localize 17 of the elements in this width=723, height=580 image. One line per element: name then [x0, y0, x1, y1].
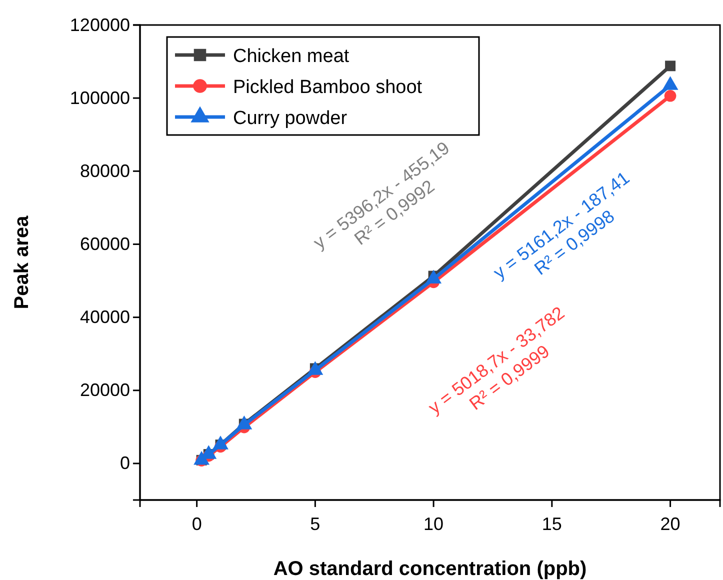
x-tick-label: 15 [542, 514, 562, 534]
y-tick-label: 0 [120, 453, 130, 474]
x-tick-label: 5 [310, 514, 320, 534]
y-tick-label: 60000 [80, 234, 130, 254]
y-axis-title: Peak area [11, 214, 33, 310]
y-tick-label: 80000 [80, 160, 130, 181]
legend-label: Chicken meat [233, 46, 350, 67]
y-tick-label: 120000 [70, 14, 130, 35]
x-tick-label: 20 [660, 514, 680, 534]
x-tick-label: 10 [424, 514, 444, 534]
y-tick-label: 20000 [80, 380, 130, 400]
legend-label: Curry powder [233, 108, 348, 129]
y-tick-label: 40000 [80, 307, 130, 328]
y-tick-label: 100000 [70, 88, 130, 108]
x-axis-title: AO standard concentration (ppb) [273, 558, 587, 580]
x-tick-label: 0 [192, 514, 202, 534]
legend-label: Pickled Bamboo shoot [233, 77, 423, 98]
